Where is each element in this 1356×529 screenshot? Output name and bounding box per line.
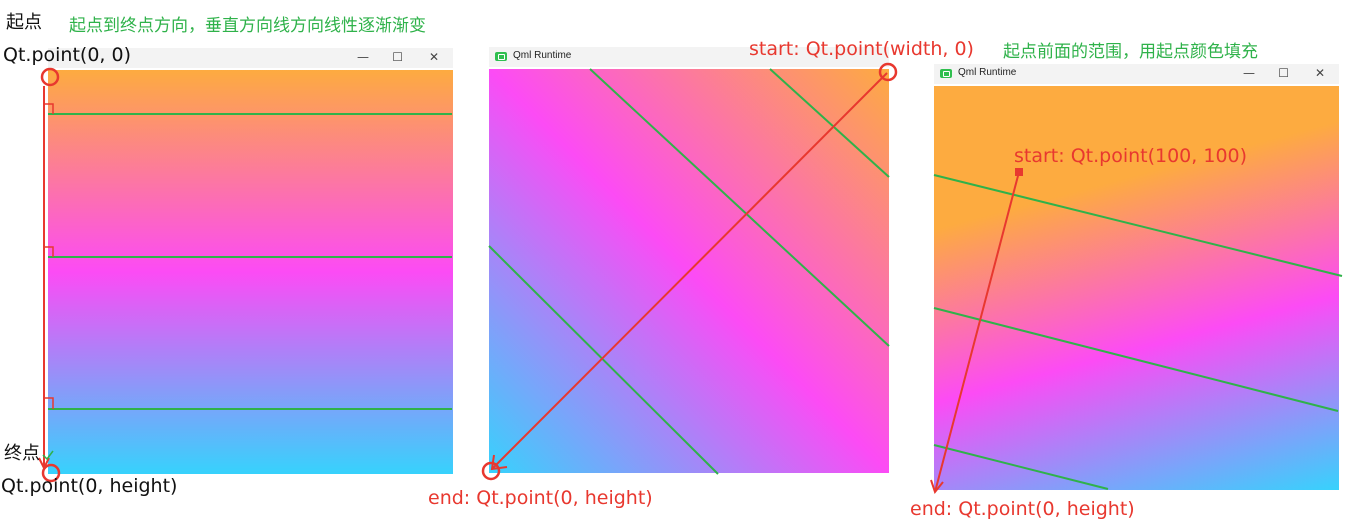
right-angle-marker <box>44 397 54 409</box>
close-button[interactable]: ✕ <box>1314 66 1325 80</box>
direction-arrow <box>934 171 1020 493</box>
maximize-button[interactable]: ☐ <box>392 50 403 64</box>
end-point-label: Qt.point(0, height) <box>1 475 178 497</box>
arrow-head <box>930 479 944 495</box>
caption-offset: 起点前面的范围，用起点颜色填充 <box>1003 42 1258 62</box>
minimize-button[interactable]: — <box>357 50 369 64</box>
end-point-label: end: Qt.point(0, height) <box>910 498 1135 520</box>
start-point-label: start: Qt.point(width, 0) <box>749 38 974 60</box>
isoline <box>589 68 890 347</box>
title-bar: Qml Runtime <box>489 47 889 67</box>
arrow-head <box>490 454 508 471</box>
gradient-canvas-3 <box>934 86 1339 490</box>
title-bar: — ☐ ✕ <box>48 48 453 68</box>
start-point-label: Qt.point(0, 0) <box>3 44 131 66</box>
end-point-marker <box>481 461 501 481</box>
title-bar: Qml Runtime — ☐ ✕ <box>934 64 1339 84</box>
start-point-marker <box>40 67 60 87</box>
right-angle-marker <box>44 103 54 114</box>
start-point-label: start: Qt.point(100, 100) <box>1014 145 1248 167</box>
isoline <box>933 444 1109 490</box>
caption-vertical: 起点到终点方向，垂直方向线方向线性逐渐渐变 <box>69 16 426 36</box>
window-vertical-gradient: — ☐ ✕ <box>48 48 453 474</box>
direction-arrow <box>491 72 888 470</box>
isoline <box>769 68 890 178</box>
isoline <box>488 245 719 475</box>
start-point-marker <box>878 62 898 82</box>
minimize-button[interactable]: — <box>1243 66 1255 80</box>
app-icon <box>495 52 507 61</box>
gradient-canvas-1 <box>48 70 453 474</box>
isoline <box>933 307 1339 412</box>
window-title: Qml Runtime <box>513 50 572 61</box>
right-angle-marker <box>44 246 54 257</box>
end-point-label: end: Qt.point(0, height) <box>428 487 653 509</box>
window-offset-gradient: Qml Runtime — ☐ ✕ <box>934 64 1339 490</box>
end-label: 终点 <box>4 443 40 464</box>
start-point-marker <box>1015 168 1023 176</box>
close-button[interactable]: ✕ <box>428 50 439 64</box>
end-point-marker <box>41 463 61 483</box>
app-icon <box>940 69 952 78</box>
maximize-button[interactable]: ☐ <box>1278 66 1289 80</box>
start-label: 起点 <box>6 12 42 33</box>
window-title: Qml Runtime <box>958 67 1017 78</box>
check-mark <box>42 450 54 461</box>
isoline <box>933 174 1343 277</box>
